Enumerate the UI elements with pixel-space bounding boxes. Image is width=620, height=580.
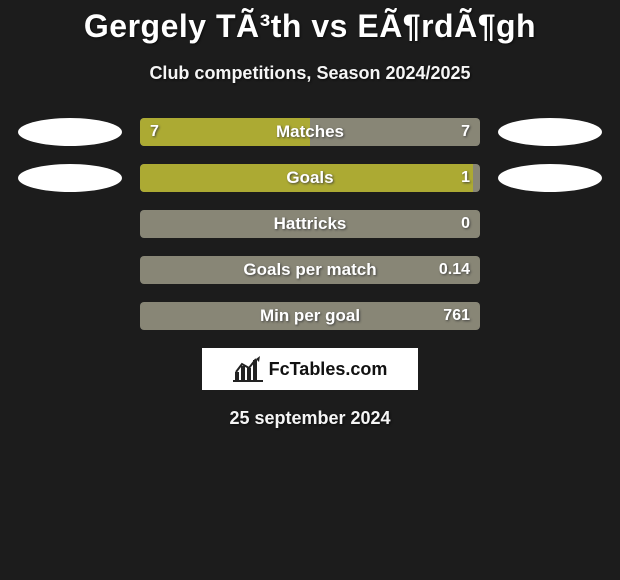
bar-label: Matches <box>140 118 480 146</box>
bar-track: 7Matches7 <box>140 118 480 146</box>
snapshot-date: 25 september 2024 <box>0 408 620 429</box>
bar-track: Goals per match0.14 <box>140 256 480 284</box>
bar-label: Goals per match <box>140 256 480 284</box>
compare-row: Hattricks0 <box>0 210 620 238</box>
source-logo-text: FcTables.com <box>269 359 388 380</box>
compare-row: Min per goal761 <box>0 302 620 330</box>
right-slot <box>480 118 620 146</box>
bar-label: Min per goal <box>140 302 480 330</box>
left-slot <box>0 164 140 192</box>
bar-track: Min per goal761 <box>140 302 480 330</box>
value-right: 0.14 <box>439 256 470 284</box>
compare-row: Goals per match0.14 <box>0 256 620 284</box>
bar-track: Goals1 <box>140 164 480 192</box>
player-ellipse-left <box>18 118 122 146</box>
right-slot <box>480 164 620 192</box>
player-ellipse-right <box>498 118 602 146</box>
compare-row: 7Matches7 <box>0 118 620 146</box>
left-slot <box>0 118 140 146</box>
bar-label: Hattricks <box>140 210 480 238</box>
value-right: 7 <box>461 118 470 146</box>
compare-row: Goals1 <box>0 164 620 192</box>
player-ellipse-right <box>498 164 602 192</box>
value-right: 761 <box>443 302 470 330</box>
source-logo: FcTables.com <box>202 348 418 390</box>
page-title: Gergely TÃ³th vs EÃ¶rdÃ¶gh <box>0 0 620 45</box>
value-right: 0 <box>461 210 470 238</box>
value-right: 1 <box>461 164 470 192</box>
bar-track: Hattricks0 <box>140 210 480 238</box>
bar-label: Goals <box>140 164 480 192</box>
page-subtitle: Club competitions, Season 2024/2025 <box>0 63 620 84</box>
player-ellipse-left <box>18 164 122 192</box>
comparison-chart: 7Matches7 Goals1 Hattricks0 Goals per match… <box>0 118 620 330</box>
barchart-icon <box>233 356 263 382</box>
